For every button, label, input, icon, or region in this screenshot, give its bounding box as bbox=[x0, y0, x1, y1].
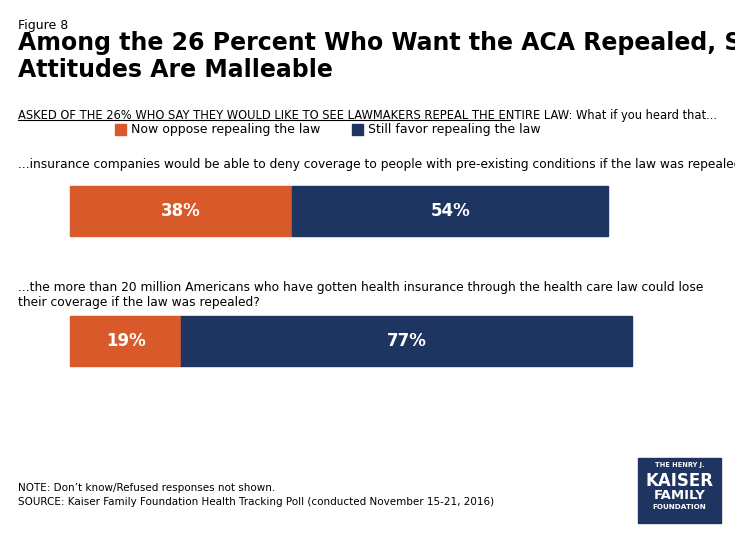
Text: 77%: 77% bbox=[387, 332, 426, 350]
Bar bbox=[115, 123, 126, 134]
Text: ASKED OF THE 26% WHO SAY THEY WOULD LIKE TO SEE LAWMAKERS REPEAL THE ENTIRE LAW:: ASKED OF THE 26% WHO SAY THEY WOULD LIKE… bbox=[18, 109, 717, 122]
Text: 54%: 54% bbox=[431, 202, 470, 220]
Text: THE HENRY J.: THE HENRY J. bbox=[655, 462, 704, 468]
Bar bbox=[181, 316, 631, 366]
Text: Now oppose repealing the law: Now oppose repealing the law bbox=[131, 123, 320, 137]
Text: FAMILY: FAMILY bbox=[653, 489, 706, 502]
Text: 19%: 19% bbox=[106, 332, 146, 350]
Text: NOTE: Don’t know/Refused responses not shown.: NOTE: Don’t know/Refused responses not s… bbox=[18, 483, 275, 493]
Bar bbox=[293, 186, 608, 236]
Text: Still favor repealing the law: Still favor repealing the law bbox=[368, 123, 541, 137]
Text: KAISER: KAISER bbox=[645, 472, 714, 490]
Text: Among the 26 Percent Who Want the ACA Repealed, Some
Attitudes Are Malleable: Among the 26 Percent Who Want the ACA Re… bbox=[18, 31, 735, 82]
Bar bbox=[70, 316, 181, 366]
Text: FOUNDATION: FOUNDATION bbox=[653, 504, 706, 510]
Text: ...insurance companies would be able to deny coverage to people with pre-existin: ...insurance companies would be able to … bbox=[18, 158, 735, 171]
Text: Figure 8: Figure 8 bbox=[18, 19, 68, 32]
Bar bbox=[352, 123, 363, 134]
Bar bbox=[638, 458, 721, 523]
Text: 38%: 38% bbox=[161, 202, 201, 220]
Text: ...the more than 20 million Americans who have gotten health insurance through t: ...the more than 20 million Americans wh… bbox=[18, 281, 703, 309]
Text: SOURCE: Kaiser Family Foundation Health Tracking Poll (conducted November 15-21,: SOURCE: Kaiser Family Foundation Health … bbox=[18, 497, 494, 507]
Bar bbox=[70, 186, 293, 236]
